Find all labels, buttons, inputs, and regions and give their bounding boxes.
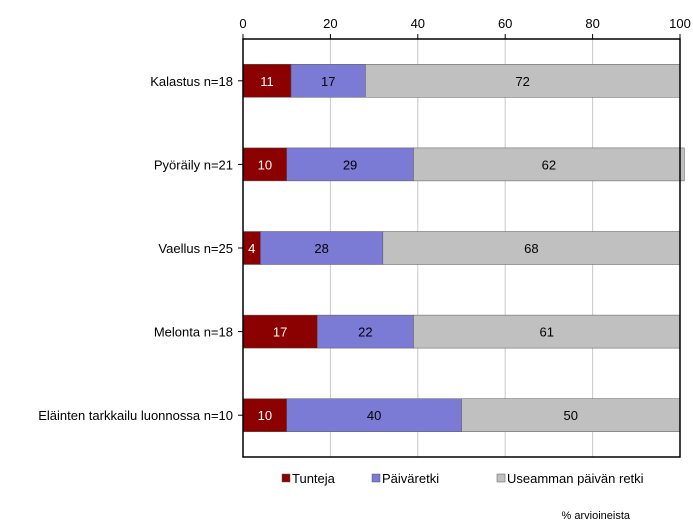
legend-swatch [281, 473, 291, 483]
data-label: 11 [260, 74, 274, 89]
bar-segment [242, 314, 318, 349]
bar-segment [286, 147, 414, 182]
category-label: Eläinten tarkkailu luonnossa n=10 [38, 408, 233, 423]
data-label: 22 [358, 325, 372, 340]
x-tick-label: 80 [585, 16, 599, 31]
bars: 11 17 72 10 29 62 4 28 68 17 22 61 10 40 50 [242, 64, 685, 432]
bar-segment [286, 398, 462, 432]
data-label: 62 [542, 157, 556, 172]
x-tick-label: 100 [669, 16, 691, 31]
x-tick-label: 20 [323, 16, 337, 31]
bar-segment [317, 314, 414, 349]
data-label: 72 [515, 74, 529, 89]
data-label: 4 [248, 241, 255, 256]
bar-segment [242, 64, 292, 98]
data-label: 61 [539, 325, 553, 340]
bar-segment [461, 398, 681, 432]
data-label: 68 [524, 241, 538, 256]
bar-segment [413, 147, 685, 182]
plot-border [242, 38, 681, 458]
legend-swatch [371, 473, 381, 483]
data-label: 50 [564, 408, 578, 423]
bar-segment [242, 147, 287, 182]
bar-segment [290, 64, 366, 98]
category-label: Kalastus n=18 [150, 74, 233, 89]
data-label: 17 [321, 74, 335, 89]
legend-label: Tunteja [292, 471, 336, 486]
x-axis: 0 20 40 60 80 100 [239, 16, 691, 39]
legend: Tunteja Päiväretki Useamman päivän retki [281, 471, 644, 486]
bar-segment [260, 231, 384, 265]
legend-label: Päiväretki [382, 471, 439, 486]
bar-segment [413, 314, 681, 349]
data-label: 40 [367, 408, 381, 423]
category-label: Melonta n=18 [154, 325, 233, 340]
y-axis: Kalastus n=18 Pyöräily n=21 Vaellus n=25 Me… [38, 74, 243, 423]
x-tick-label: 60 [498, 16, 512, 31]
bar-segment [242, 398, 287, 432]
x-tick-label: 40 [411, 16, 425, 31]
data-label: 10 [258, 408, 272, 423]
data-label: 10 [258, 157, 272, 172]
category-label: Vaellus n=25 [158, 241, 233, 256]
bar-segment [365, 64, 681, 98]
legend-label: Useamman päivän retki [507, 471, 644, 486]
bar-segment [382, 231, 681, 265]
data-label: 29 [343, 157, 357, 172]
data-label: 28 [314, 241, 328, 256]
data-label: 17 [273, 325, 287, 340]
category-label: Pyöräily n=21 [154, 157, 233, 172]
legend-swatch [496, 473, 506, 483]
x-tick-label: 0 [239, 16, 246, 31]
chart-note: % arvioineista [562, 510, 631, 521]
